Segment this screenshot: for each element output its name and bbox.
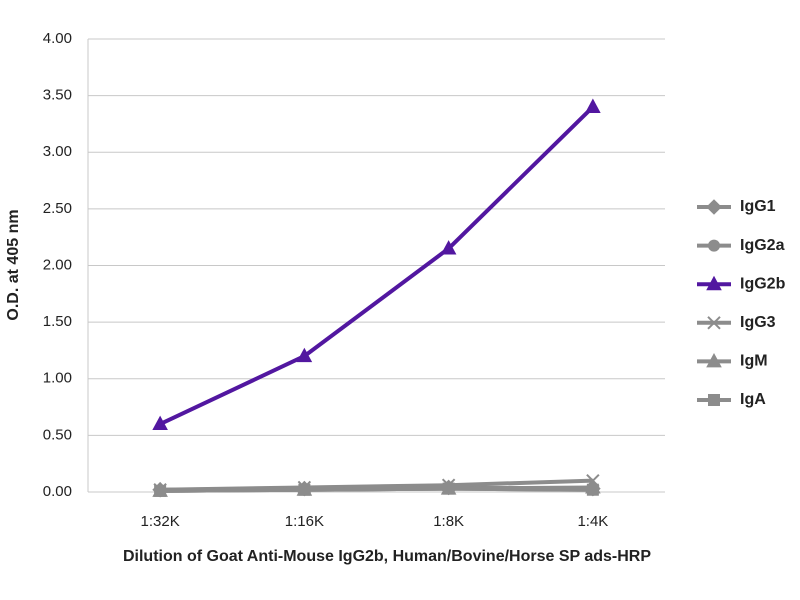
x-tick-label: 1:4K (577, 513, 608, 530)
y-tick-label: 4.00 (43, 30, 72, 47)
x-axis-label: Dilution of Goat Anti-Mouse IgG2b, Human… (123, 548, 651, 565)
y-axis-label: O.D. at 405 nm (5, 209, 22, 320)
legend-label: IgM (740, 353, 768, 370)
legend-marker (707, 316, 721, 330)
legend-marker (706, 275, 722, 291)
series-line (159, 105, 595, 426)
y-tick-label: 1.50 (43, 313, 72, 330)
y-tick-label: 0.50 (43, 426, 72, 443)
y-tick-label: 1.00 (43, 370, 72, 387)
y-tick-label: 3.00 (43, 143, 72, 160)
legend-marker (706, 199, 722, 215)
marker (154, 484, 167, 497)
y-tick-label: 0.00 (43, 483, 72, 500)
legend-marker (706, 353, 722, 368)
legend-label: IgG2a (740, 237, 785, 254)
x-tick-label: 1:32K (141, 513, 180, 530)
y-tick-label: 3.50 (43, 87, 72, 104)
legend-label: IgG2b (740, 275, 786, 292)
marker (298, 483, 311, 496)
legend-label: IgG1 (740, 198, 776, 215)
marker (585, 98, 601, 113)
marker (440, 240, 457, 255)
marker (296, 347, 313, 363)
y-tick-label: 2.50 (43, 200, 72, 217)
legend-marker (708, 394, 720, 406)
y-tick-label: 2.00 (43, 256, 72, 273)
x-tick-label: 1:8K (433, 513, 464, 530)
marker (442, 482, 455, 495)
legend-label: IgA (740, 391, 766, 408)
x-tick-label: 1:16K (285, 513, 324, 530)
marker (586, 483, 599, 496)
series-line (160, 486, 593, 493)
legend-label: IgG3 (740, 314, 776, 331)
marker (152, 415, 168, 431)
legend-marker (708, 239, 720, 252)
